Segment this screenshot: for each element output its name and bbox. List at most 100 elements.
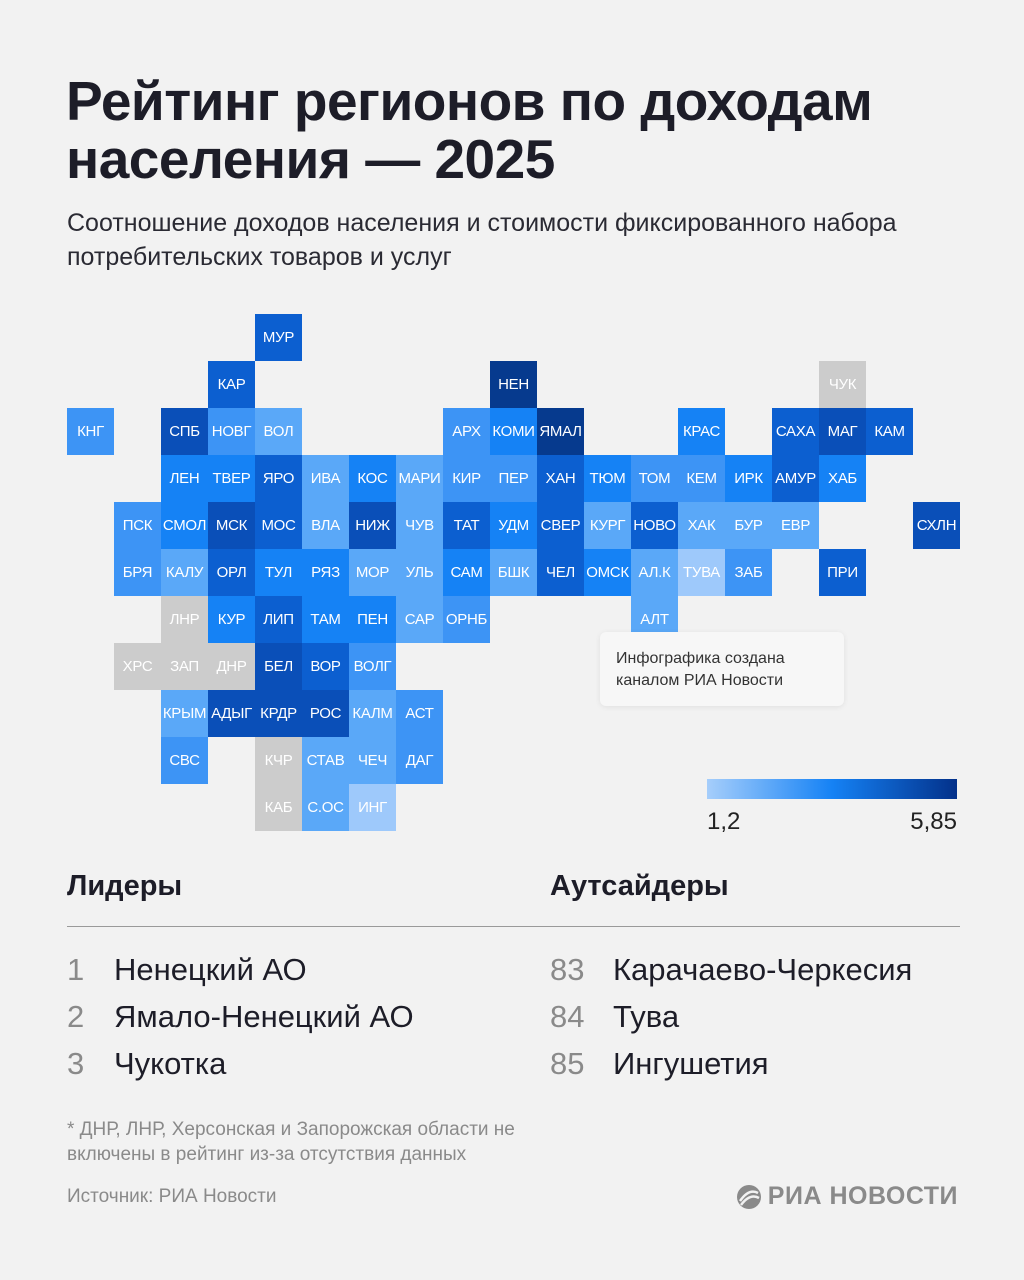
region-tile: ТАМ [302, 596, 349, 643]
legend-min: 1,2 [707, 808, 741, 835]
region-tile: КНГ [67, 408, 114, 455]
footnote: * ДНР, ЛНР, Херсонская и Запорожская обл… [67, 1119, 515, 1165]
region-tile: САХА [772, 408, 819, 455]
region-tile: ЛЕН [161, 455, 208, 502]
region-tile: ЧЕЧ [349, 737, 396, 784]
region-tile: САР [396, 596, 443, 643]
region-tile: КИР [443, 455, 490, 502]
region-tile: КРДР [255, 690, 302, 737]
region-tile: АСТ [396, 690, 443, 737]
region-tile: КРАС [678, 408, 725, 455]
page-subtitle: Соотношение доходов населения и стоимост… [67, 209, 897, 271]
region-tile: НОВО [631, 502, 678, 549]
rank-number: 2 [67, 999, 85, 1034]
ria-logo-text: РИА НОВОСТИ [767, 1182, 958, 1210]
region-tile: МАРИ [396, 455, 443, 502]
region-tile: САМ [443, 549, 490, 596]
rank-number: 84 [550, 999, 585, 1034]
region-tile: ЛИП [255, 596, 302, 643]
region-tile: БУР [725, 502, 772, 549]
rank-number: 1 [67, 952, 85, 987]
region-name: Карачаево-Черкесия [613, 952, 913, 987]
region-tile: РОС [302, 690, 349, 737]
region-tile: ТЮМ [584, 455, 631, 502]
region-tile: КОМИ [490, 408, 537, 455]
legend-max: 5,85 [910, 808, 957, 835]
region-tile: НЕН [490, 361, 537, 408]
region-tile: ДАГ [396, 737, 443, 784]
page-title: Рейтинг регионов по доходам населения — … [66, 70, 873, 190]
region-tile: СТАВ [302, 737, 349, 784]
region-tile: ХАН [537, 455, 584, 502]
region-tile: ЯМАЛ [537, 408, 584, 455]
region-tile: ЗАП [161, 643, 208, 690]
region-tile: ХРС [114, 643, 161, 690]
region-tile: КОС [349, 455, 396, 502]
region-tile: АЛ.К [631, 549, 678, 596]
rank-number: 85 [550, 1046, 585, 1081]
leaders-heading: Лидеры [67, 870, 183, 902]
region-tile: ВОР [302, 643, 349, 690]
region-tile: РЯЗ [302, 549, 349, 596]
region-tile: УЛЬ [396, 549, 443, 596]
region-tile: ПСК [114, 502, 161, 549]
region-tile: СМОЛ [161, 502, 208, 549]
region-tile: КЕМ [678, 455, 725, 502]
region-tile: КАЛМ [349, 690, 396, 737]
region-tile: МСК [208, 502, 255, 549]
region-tile: С.ОС [302, 784, 349, 831]
region-tile: БРЯ [114, 549, 161, 596]
region-tile: ДНР [208, 643, 255, 690]
region-tile: БШК [490, 549, 537, 596]
region-tile: КУРГ [584, 502, 631, 549]
region-tile: НОВГ [208, 408, 255, 455]
region-tile: АРХ [443, 408, 490, 455]
rank-number: 3 [67, 1046, 85, 1081]
credit-note: Инфографика создана каналом РИА Новости [600, 632, 844, 706]
region-tile: ПЕН [349, 596, 396, 643]
region-tile: СХЛН [913, 502, 960, 549]
region-tile: ВЛА [302, 502, 349, 549]
region-tile: МОР [349, 549, 396, 596]
region-tile: ОРНБ [443, 596, 490, 643]
region-tile: ЧУВ [396, 502, 443, 549]
region-tile: КАМ [866, 408, 913, 455]
region-tile: СВЕР [537, 502, 584, 549]
region-tile: ПРИ [819, 549, 866, 596]
region-tile: ОРЛ [208, 549, 255, 596]
outsiders-heading: Аутсайдеры [550, 870, 729, 902]
region-tile: МОС [255, 502, 302, 549]
region-tile: ПЕР [490, 455, 537, 502]
ria-logo-icon [736, 1184, 761, 1209]
region-tile: ИНГ [349, 784, 396, 831]
region-tile: ЛНР [161, 596, 208, 643]
region-tile: ЯРО [255, 455, 302, 502]
region-tile: КРЫМ [161, 690, 208, 737]
region-tile: ИВА [302, 455, 349, 502]
rank-number: 83 [550, 952, 585, 987]
region-name: Ямало-Ненецкий АО [114, 999, 414, 1034]
divider [67, 926, 960, 927]
region-tile: НИЖ [349, 502, 396, 549]
color-legend-bar [707, 779, 957, 799]
region-tile: ЕВР [772, 502, 819, 549]
region-tile: КАБ [255, 784, 302, 831]
region-tile: СВС [161, 737, 208, 784]
ria-logo: РИА НОВОСТИ [736, 1182, 958, 1211]
region-tile: ТАТ [443, 502, 490, 549]
region-name: Ненецкий АО [114, 952, 307, 987]
region-tile: ИРК [725, 455, 772, 502]
region-tile: ХАК [678, 502, 725, 549]
region-tile: ВОЛ [255, 408, 302, 455]
region-tile: МУР [255, 314, 302, 361]
region-tile: ВОЛГ [349, 643, 396, 690]
region-tile: ХАБ [819, 455, 866, 502]
region-tile: УДМ [490, 502, 537, 549]
region-tile: ЗАБ [725, 549, 772, 596]
region-name: Ингушетия [613, 1046, 769, 1081]
region-name: Чукотка [114, 1046, 227, 1081]
region-name: Тува [613, 999, 680, 1034]
region-tile: ТВЕР [208, 455, 255, 502]
region-tile: ЧУК [819, 361, 866, 408]
region-tile: КЧР [255, 737, 302, 784]
